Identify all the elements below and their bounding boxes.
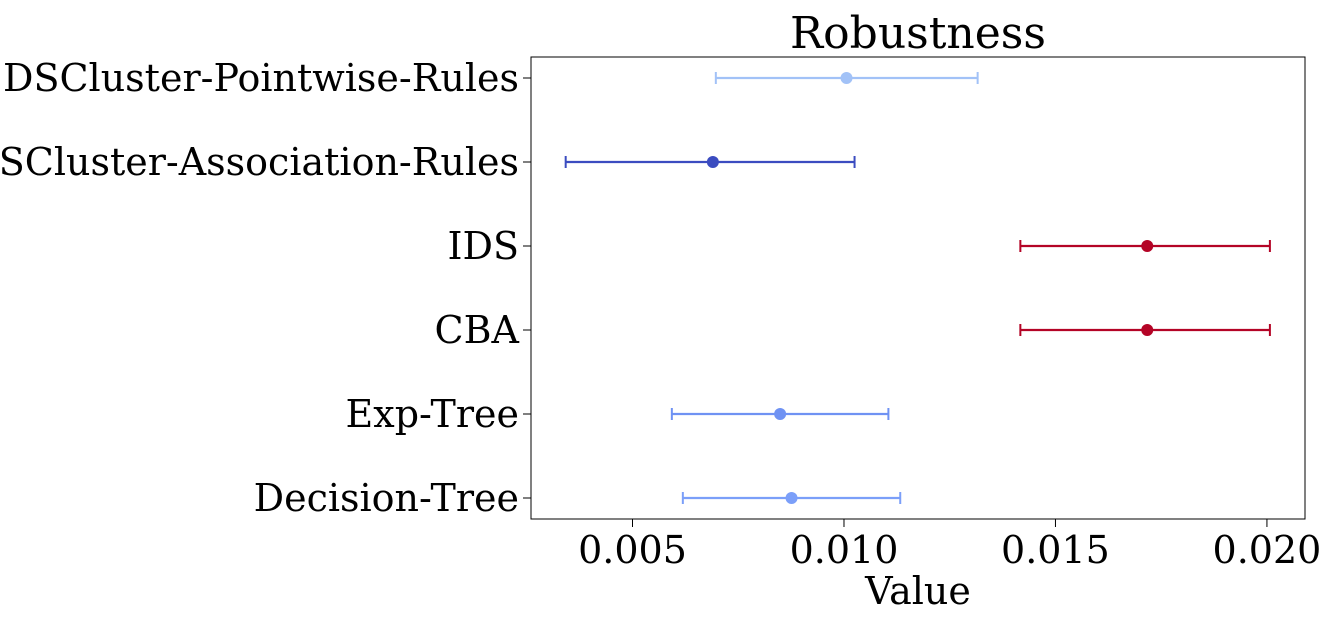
data-point <box>1141 324 1154 336</box>
plot-frame <box>530 56 1306 520</box>
x-tick-label: 0.010 <box>790 528 899 572</box>
x-tick-label: 0.020 <box>1213 528 1321 572</box>
x-axis-ticks: 0.005 0.010 0.015 0.020 <box>578 519 1321 572</box>
y-tick-label: Exp-Tree <box>346 392 519 436</box>
chart-title: Robustness <box>790 8 1046 59</box>
x-tick-label: 0.015 <box>1001 528 1110 572</box>
data-point <box>840 72 853 84</box>
data-point <box>706 156 719 168</box>
y-tick-label: DSCluster-Association-Rules <box>0 140 519 184</box>
x-axis-label: Value <box>864 569 971 613</box>
y-tick-label: DSCluster-Pointwise-Rules <box>3 56 519 100</box>
y-tick-label: CBA <box>435 308 520 352</box>
x-tick-label: 0.005 <box>578 528 687 572</box>
y-tick-label: Decision-Tree <box>254 476 519 520</box>
data-point <box>774 408 787 420</box>
data-point <box>785 492 798 504</box>
y-axis-labels: DSCluster-Pointwise-Rules DSCluster-Assoc… <box>0 56 531 520</box>
y-tick-label: IDS <box>447 224 519 268</box>
chart-marks <box>564 72 1271 504</box>
data-point <box>1141 240 1154 252</box>
